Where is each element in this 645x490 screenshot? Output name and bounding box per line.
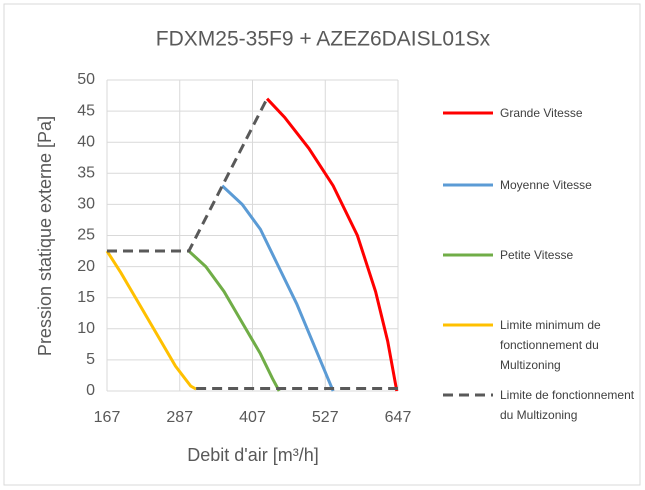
y-tick-label: 0 xyxy=(86,382,95,399)
y-axis-label: Pression statique externe [Pa] xyxy=(35,116,55,356)
chart-title: FDXM25-35F9 + AZEZ6DAISL01Sx xyxy=(156,28,491,51)
y-tick-label: 50 xyxy=(77,71,95,88)
x-tick-label: 407 xyxy=(239,409,266,426)
series-line xyxy=(105,250,197,391)
x-tick-label: 527 xyxy=(312,409,339,426)
series-line xyxy=(265,97,399,392)
y-tick-label: 25 xyxy=(77,227,95,244)
chart-border xyxy=(3,3,641,486)
x-axis-label: Debit d'air [m³/h] xyxy=(187,445,318,465)
x-tick-label: 647 xyxy=(385,409,412,426)
legend-label: Grande Vitesse xyxy=(500,106,583,120)
series-line xyxy=(187,249,281,392)
y-tick-label: 35 xyxy=(77,165,95,182)
legend-label: Limite de fonctionnement du Multizoning xyxy=(500,388,635,422)
y-tick-label: 45 xyxy=(77,102,95,119)
x-tick-label: 287 xyxy=(166,409,193,426)
legend-label: Moyenne Vitesse xyxy=(500,178,592,192)
series-line xyxy=(107,97,398,391)
legend-label: Limite minimum de fonctionnement du Mult… xyxy=(500,318,601,372)
y-tick-label: 10 xyxy=(77,320,95,337)
y-tick-label: 40 xyxy=(77,133,95,150)
y-tick-label: 15 xyxy=(77,289,95,306)
y-tick-label: 20 xyxy=(77,258,95,275)
x-tick-label: 167 xyxy=(94,409,121,426)
legend-label: Petite Vitesse xyxy=(500,248,574,262)
y-tick-label: 5 xyxy=(86,351,95,368)
y-tick-label: 30 xyxy=(77,196,95,213)
series-line xyxy=(221,184,335,392)
